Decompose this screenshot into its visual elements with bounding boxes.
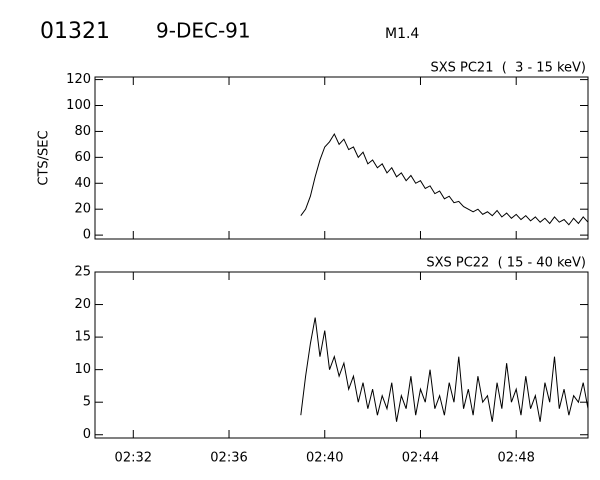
y-tick-label: 100 [66, 98, 91, 113]
y-tick-label: 20 [74, 297, 91, 312]
y-tick-label: 15 [74, 330, 91, 345]
y-tick-label: 120 [66, 72, 91, 87]
y-tick-label: 20 [74, 202, 91, 217]
y-tick-label: 0 [83, 427, 91, 442]
x-tick-label: 02:48 [497, 451, 534, 466]
y-tick-label: 10 [74, 362, 91, 377]
x-tick-label: 02:32 [115, 451, 152, 466]
panel-title: SXS PC22 ( 15 - 40 keV) [426, 256, 586, 271]
x-tick-label: 02:36 [210, 451, 247, 466]
panel-title: SXS PC21 ( 3 - 15 keV) [430, 61, 586, 76]
x-tick-label: 02:40 [306, 451, 343, 466]
y-tick-label: 0 [83, 228, 91, 243]
y-axis-label: CTS/SEC [37, 130, 52, 185]
x-tick-label: 02:44 [402, 451, 439, 466]
y-tick-label: 60 [74, 150, 91, 165]
plot-frame [94, 271, 589, 439]
y-tick-label: 40 [74, 176, 91, 191]
data-line [300, 132, 589, 226]
plot-frame [94, 76, 589, 240]
y-tick-label: 25 [74, 265, 91, 280]
event-id: 01321 [40, 19, 110, 44]
y-tick-label: 5 [83, 395, 91, 410]
data-line [300, 317, 589, 422]
y-tick-label: 80 [74, 124, 91, 139]
flare-class: M1.4 [385, 26, 419, 42]
date: 9-DEC-91 [156, 19, 251, 43]
